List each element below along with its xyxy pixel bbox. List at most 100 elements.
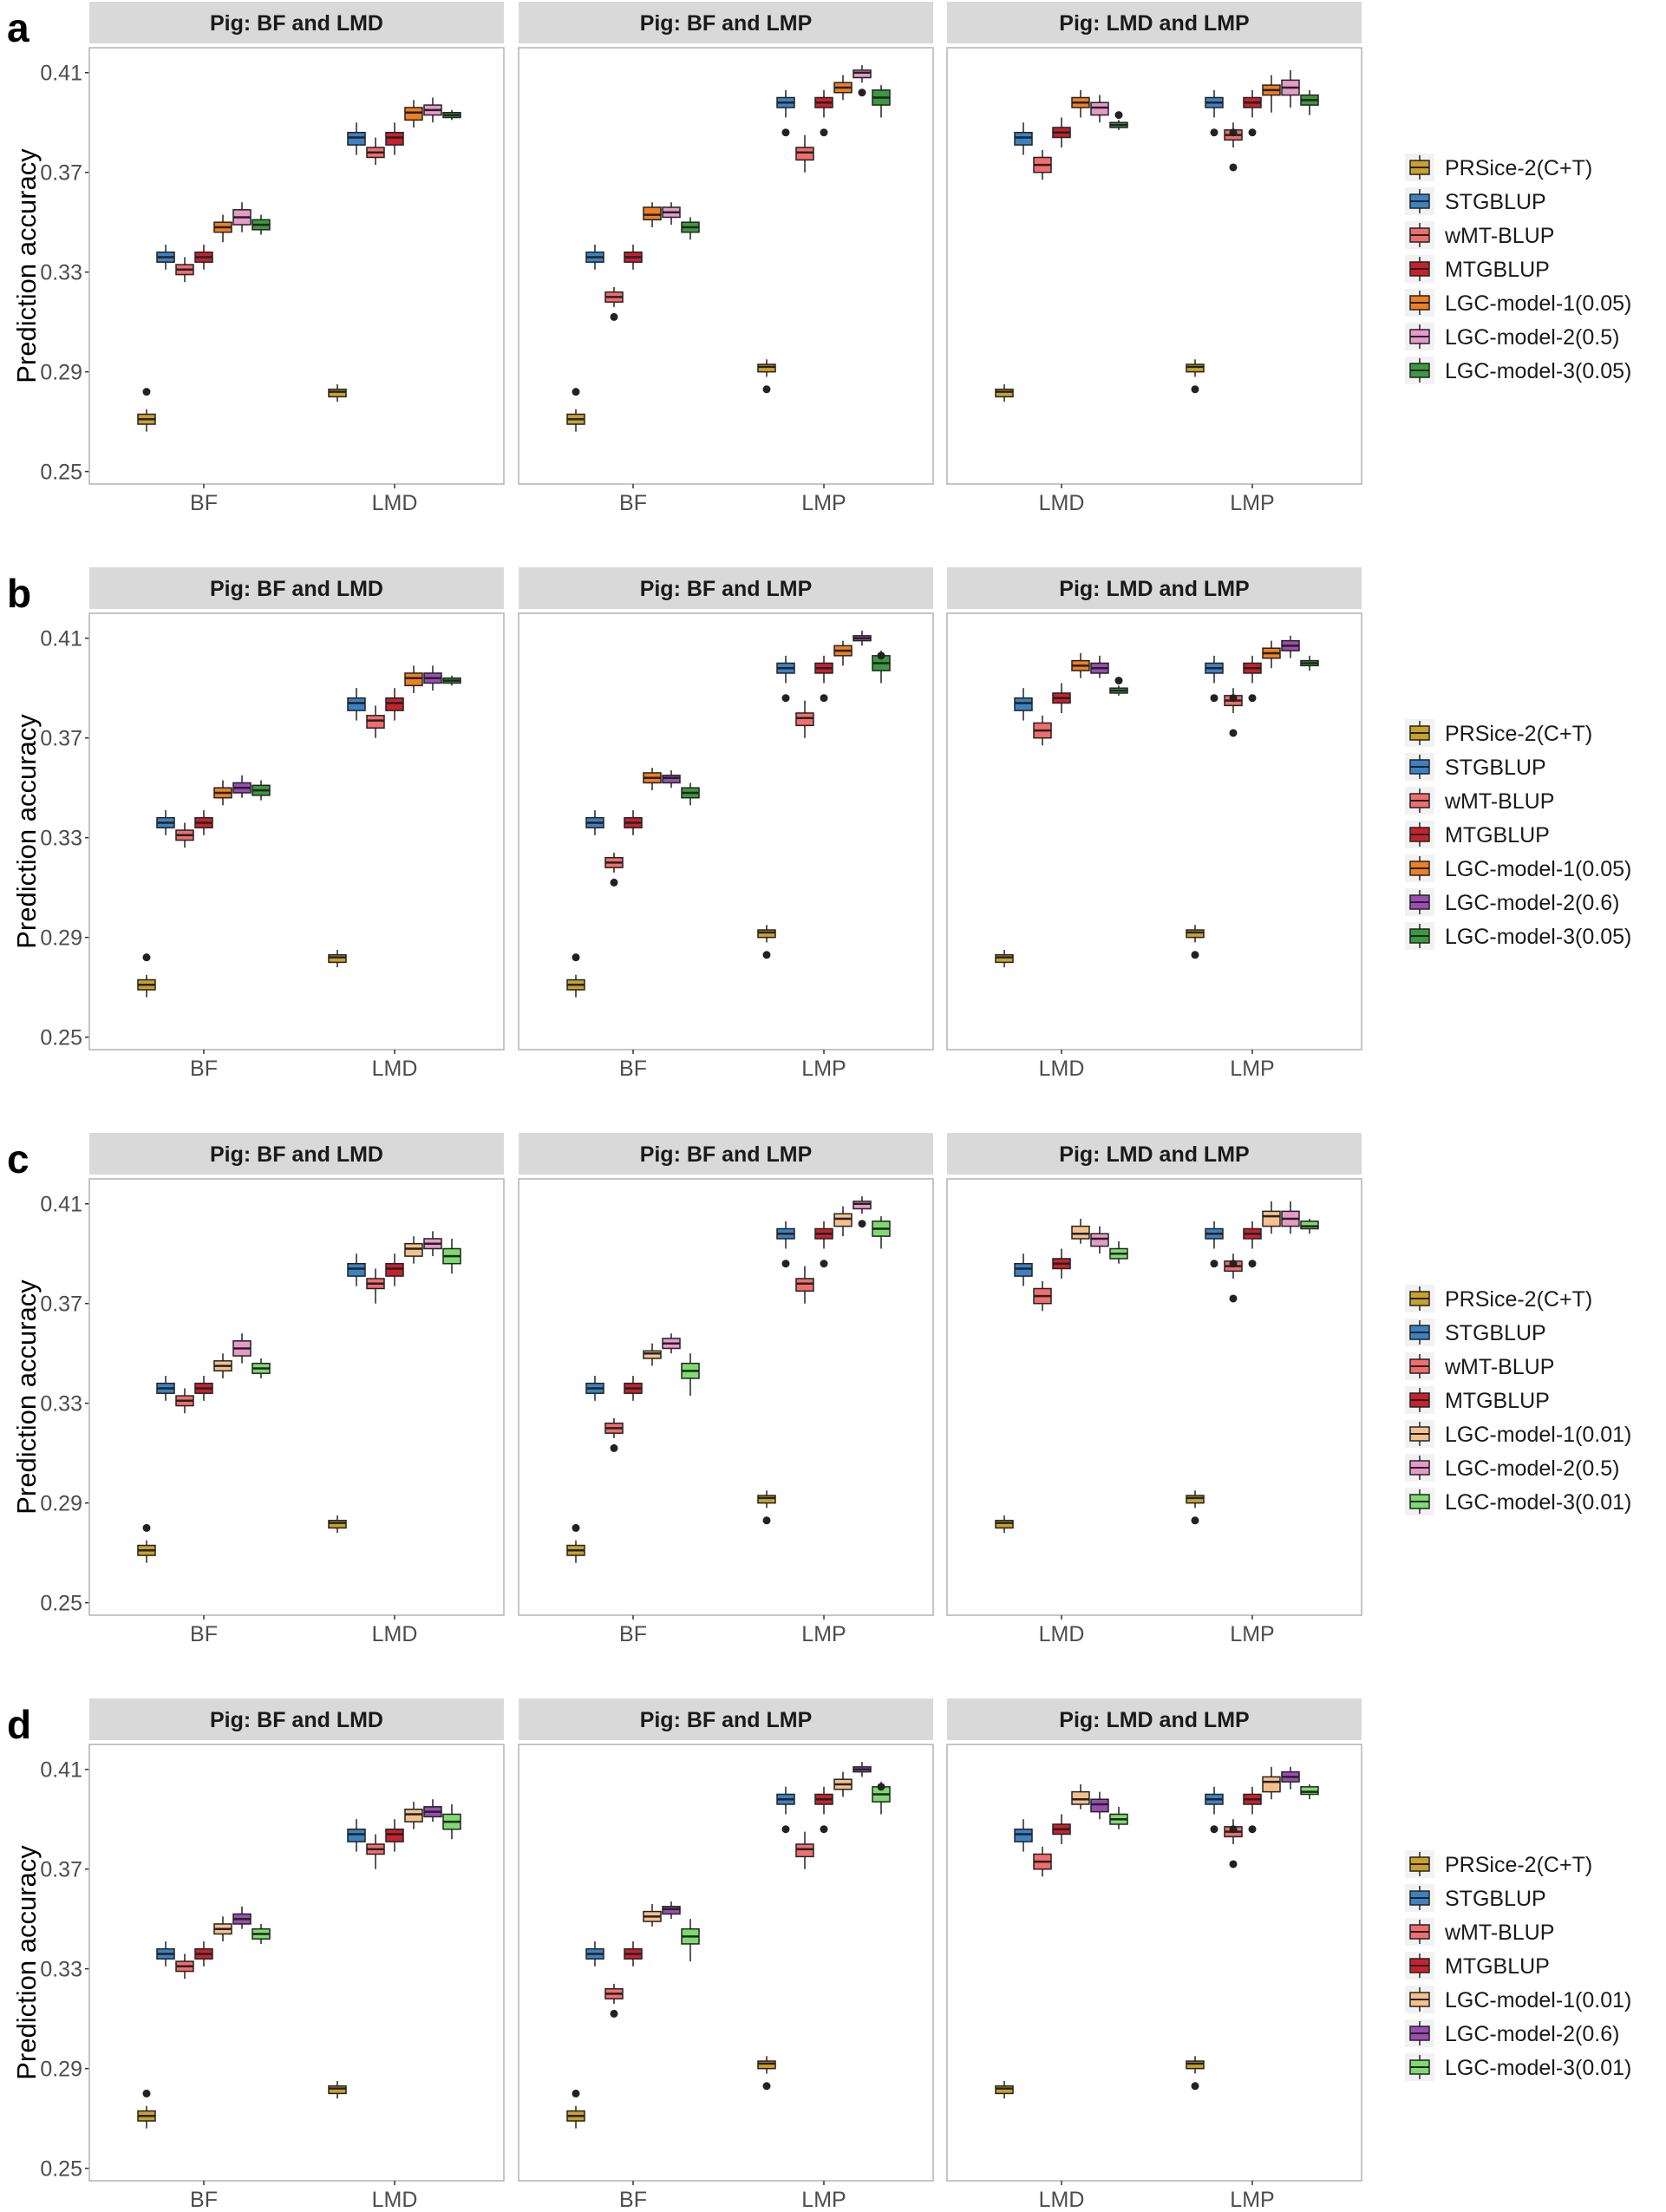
box-body bbox=[795, 147, 814, 161]
box-outlier bbox=[1229, 694, 1238, 703]
box-STGBLUP bbox=[776, 89, 795, 137]
box-body bbox=[366, 715, 385, 729]
legend-item: LGC-model-1(0.05) bbox=[1405, 854, 1631, 882]
box-LGC-model-2(0.5) bbox=[232, 1333, 252, 1364]
box-wMT-BLUP bbox=[175, 1388, 194, 1414]
y-tick-label: 0.29 bbox=[40, 926, 82, 950]
box-wMT-BLUP bbox=[1224, 122, 1243, 172]
box-MTGBLUP bbox=[624, 1376, 643, 1401]
box-LGC-model-2(0.5) bbox=[1090, 1226, 1109, 1254]
box-wMT-BLUP bbox=[366, 137, 385, 166]
box-MTGBLUP bbox=[1052, 117, 1071, 147]
box-MTGBLUP bbox=[1243, 1786, 1262, 1834]
box-LGC-model-1(0.05) bbox=[404, 100, 423, 128]
box-LGC-model-3(0.05) bbox=[681, 217, 700, 240]
box-outlier bbox=[1229, 1860, 1238, 1868]
facet-title: Pig: BF and LMP bbox=[640, 577, 813, 601]
box-PRSice-2(C+T) bbox=[566, 2089, 585, 2129]
box-LGC-model-1(0.05) bbox=[1262, 640, 1281, 669]
box-PRSice-2(C+T) bbox=[995, 2081, 1014, 2099]
legend-label: LGC-model-1(0.05) bbox=[1445, 857, 1631, 881]
facet-strip bbox=[519, 2, 933, 43]
facet-strip bbox=[947, 567, 1362, 609]
facet-panel bbox=[946, 47, 1362, 485]
facet-title: Pig: BF and LMD bbox=[210, 1142, 383, 1167]
box-PRSice-2(C+T) bbox=[328, 950, 347, 968]
box-LGC-model-3(0.01) bbox=[681, 1919, 700, 1962]
box-LGC-model-3(0.05) bbox=[252, 214, 271, 235]
legend-label: LGC-model-1(0.05) bbox=[1445, 291, 1631, 316]
facet-title: Pig: BF and LMD bbox=[210, 11, 383, 36]
box-wMT-BLUP bbox=[175, 1953, 194, 1980]
box-body bbox=[404, 1808, 423, 1823]
box-body bbox=[795, 712, 814, 727]
legend-item: STGBLUP bbox=[1405, 753, 1546, 781]
panel-letter: a bbox=[7, 5, 29, 50]
box-outlier bbox=[610, 2009, 618, 2018]
box-wMT-BLUP bbox=[604, 1983, 624, 2018]
box-STGBLUP bbox=[1014, 1819, 1033, 1852]
legend-label: wMT-BLUP bbox=[1444, 224, 1554, 248]
box-LGC-model-3(0.05) bbox=[1109, 677, 1128, 696]
facet-strip bbox=[947, 2, 1362, 43]
x-tick-label: LMD bbox=[372, 2188, 418, 2212]
box-LGC-model-1(0.01) bbox=[213, 1353, 232, 1378]
box-wMT-BLUP bbox=[795, 1831, 814, 1869]
box-STGBLUP bbox=[347, 688, 366, 721]
facet-panel bbox=[518, 612, 934, 1050]
box-STGBLUP bbox=[1014, 122, 1033, 155]
box-outlier bbox=[1191, 385, 1199, 394]
box-LGC-model-3(0.01) bbox=[681, 1353, 700, 1397]
legend-label: wMT-BLUP bbox=[1444, 1921, 1554, 1945]
y-tick-label: 0.25 bbox=[40, 1591, 82, 1615]
legend-label: LGC-model-2(0.6) bbox=[1445, 891, 1619, 915]
box-LGC-model-1(0.05) bbox=[643, 768, 662, 791]
box-body bbox=[1071, 1225, 1090, 1240]
box-LGC-model-2(0.5) bbox=[232, 202, 252, 232]
legend-item: PRSice-2(C+T) bbox=[1405, 1285, 1592, 1312]
legend-item: PRSice-2(C+T) bbox=[1405, 1850, 1592, 1878]
box-STGBLUP bbox=[1205, 1221, 1224, 1268]
legend-label: LGC-model-3(0.05) bbox=[1445, 359, 1631, 383]
box-PRSice-2(C+T) bbox=[137, 1523, 156, 1563]
box-PRSice-2(C+T) bbox=[757, 2056, 776, 2091]
x-tick-label: BF bbox=[190, 2188, 218, 2212]
box-LGC-model-3(0.01) bbox=[442, 1238, 461, 1274]
facet-strip bbox=[89, 1133, 504, 1175]
box-outlier bbox=[877, 1783, 885, 1791]
box-body bbox=[995, 1520, 1014, 1529]
box-LGC-model-2(0.6) bbox=[662, 770, 681, 789]
box-MTGBLUP bbox=[1243, 89, 1262, 137]
box-LGC-model-2(0.6) bbox=[1090, 655, 1109, 678]
box-outlier bbox=[1210, 1825, 1218, 1834]
facet-b-3: Pig: LMD and LMP LMD LMP bbox=[946, 567, 1362, 1081]
box-body bbox=[1186, 1495, 1205, 1504]
box-body bbox=[385, 1262, 404, 1277]
y-tick-label: 0.29 bbox=[40, 1491, 82, 1515]
facet-a-1: Pig: BF and LMD BF LMD bbox=[88, 2, 505, 515]
x-tick-label: LMD bbox=[372, 1622, 418, 1646]
x-tick-label: LMD bbox=[1039, 491, 1085, 515]
box-PRSice-2(C+T) bbox=[566, 388, 585, 432]
legend-item: wMT-BLUP bbox=[1405, 1352, 1554, 1380]
box-outlier bbox=[1229, 128, 1238, 137]
box-LGC-model-2(0.6) bbox=[423, 1799, 442, 1823]
legend-label: PRSice-2(C+T) bbox=[1445, 722, 1592, 746]
box-LGC-model-1(0.05) bbox=[213, 780, 232, 806]
x-tick-label: LMP bbox=[801, 1057, 846, 1081]
box-LGC-model-1(0.05) bbox=[833, 640, 853, 666]
box-outlier bbox=[762, 385, 771, 394]
box-body bbox=[347, 131, 366, 146]
box-LGC-model-3(0.05) bbox=[442, 675, 461, 686]
facet-title: Pig: BF and LMP bbox=[640, 1142, 813, 1167]
box-STGBLUP bbox=[776, 1221, 795, 1268]
y-tick-label: 0.25 bbox=[40, 460, 82, 484]
legend-item: wMT-BLUP bbox=[1405, 787, 1554, 815]
y-tick-label: 0.33 bbox=[40, 1391, 82, 1416]
box-LGC-model-1(0.05) bbox=[833, 75, 853, 101]
x-tick-label: LMP bbox=[801, 491, 846, 515]
box-LGC-model-1(0.01) bbox=[1071, 1783, 1090, 1810]
box-MTGBLUP bbox=[1052, 1248, 1071, 1279]
legend: PRSice-2(C+T) STGBLUP wMT-BLUP MTGBLUP LGC-m… bbox=[1405, 154, 1631, 384]
